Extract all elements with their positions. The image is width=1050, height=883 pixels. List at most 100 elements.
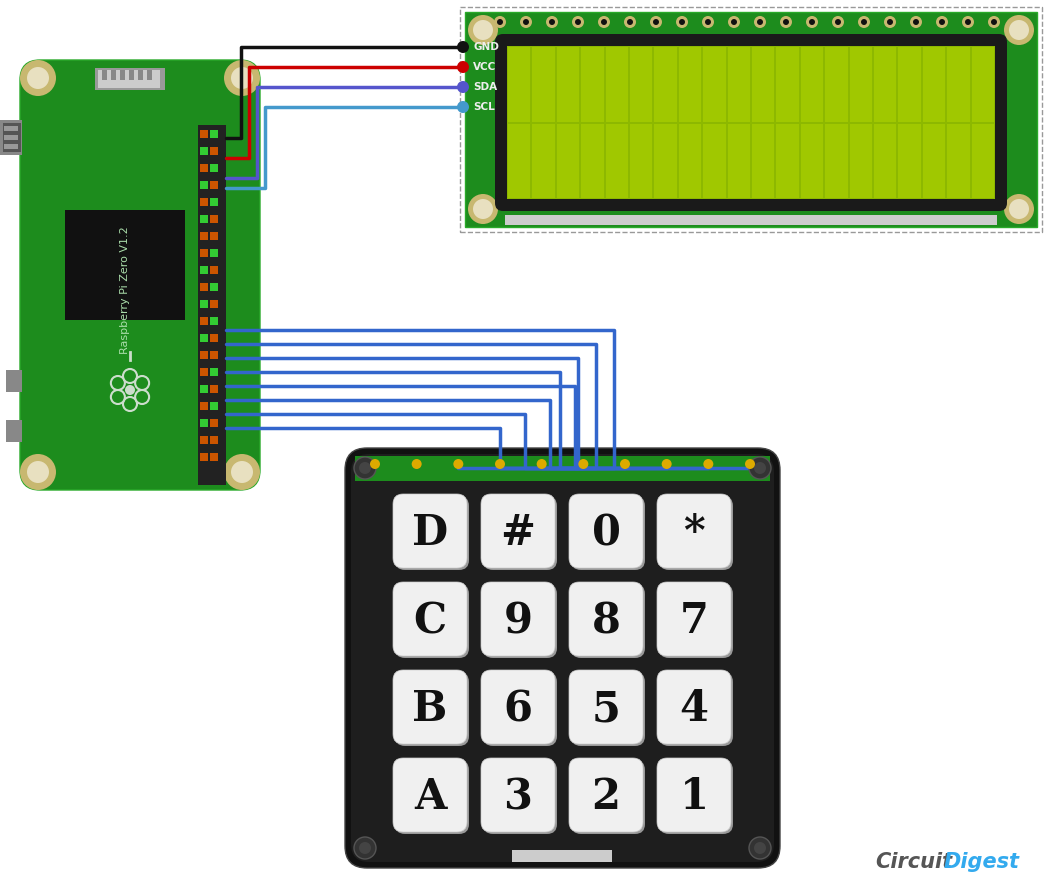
Circle shape — [627, 19, 633, 25]
FancyBboxPatch shape — [571, 760, 645, 834]
FancyBboxPatch shape — [657, 758, 731, 832]
Text: 8: 8 — [591, 600, 621, 642]
Circle shape — [579, 459, 588, 469]
Bar — [200, 385, 208, 393]
Bar — [200, 181, 208, 189]
Text: 9: 9 — [504, 600, 532, 642]
Bar — [200, 283, 208, 291]
Circle shape — [835, 19, 841, 25]
Circle shape — [598, 16, 610, 28]
Circle shape — [780, 16, 792, 28]
Bar — [200, 300, 208, 308]
Bar — [630, 124, 652, 198]
Bar — [210, 436, 218, 444]
Bar — [200, 198, 208, 206]
Bar — [129, 70, 134, 80]
FancyBboxPatch shape — [395, 672, 469, 746]
Bar — [899, 124, 921, 198]
FancyBboxPatch shape — [659, 760, 733, 834]
Bar — [200, 402, 208, 410]
FancyBboxPatch shape — [659, 584, 733, 658]
Bar — [210, 164, 218, 172]
Text: #: # — [501, 512, 536, 554]
Bar — [200, 436, 208, 444]
Bar — [704, 47, 726, 122]
Circle shape — [601, 19, 607, 25]
Circle shape — [754, 462, 766, 474]
FancyBboxPatch shape — [657, 582, 731, 656]
Bar — [556, 47, 580, 122]
FancyBboxPatch shape — [481, 670, 555, 744]
Text: 7: 7 — [679, 600, 709, 642]
Circle shape — [457, 101, 469, 113]
Bar — [4, 144, 18, 149]
Bar — [200, 317, 208, 325]
Circle shape — [936, 16, 948, 28]
Bar — [801, 124, 823, 198]
FancyBboxPatch shape — [393, 582, 467, 656]
Circle shape — [231, 461, 253, 483]
FancyBboxPatch shape — [483, 760, 556, 834]
Circle shape — [705, 19, 711, 25]
Bar — [923, 47, 945, 122]
Bar — [200, 266, 208, 274]
Circle shape — [962, 16, 974, 28]
Circle shape — [572, 16, 584, 28]
Text: C: C — [414, 600, 446, 642]
Circle shape — [457, 61, 469, 73]
FancyBboxPatch shape — [481, 758, 555, 832]
Bar — [94, 68, 165, 90]
Circle shape — [1009, 199, 1029, 219]
Circle shape — [988, 16, 1000, 28]
Circle shape — [939, 19, 945, 25]
FancyBboxPatch shape — [569, 494, 643, 568]
Bar — [4, 126, 18, 131]
Circle shape — [494, 16, 506, 28]
Bar — [947, 47, 969, 122]
Circle shape — [354, 837, 376, 859]
Bar — [630, 47, 652, 122]
FancyBboxPatch shape — [481, 582, 555, 656]
Bar — [6, 370, 22, 392]
Circle shape — [359, 842, 371, 854]
Bar — [210, 181, 218, 189]
Bar — [825, 47, 847, 122]
Circle shape — [858, 16, 870, 28]
Bar — [776, 47, 799, 122]
FancyBboxPatch shape — [659, 496, 733, 570]
Bar — [210, 402, 218, 410]
Text: 3: 3 — [504, 776, 532, 818]
Circle shape — [728, 16, 740, 28]
Bar — [728, 124, 750, 198]
Bar — [678, 47, 701, 122]
Bar — [556, 124, 580, 198]
Text: GND: GND — [472, 42, 499, 52]
Text: SCL: SCL — [472, 102, 495, 112]
Text: 1: 1 — [679, 776, 709, 818]
Bar — [532, 124, 554, 198]
FancyBboxPatch shape — [20, 60, 260, 490]
Circle shape — [757, 19, 763, 25]
Text: SDA: SDA — [472, 82, 497, 92]
Bar — [200, 368, 208, 376]
Text: *: * — [684, 512, 705, 554]
Text: A: A — [414, 776, 446, 818]
Bar — [4, 135, 18, 140]
FancyBboxPatch shape — [393, 670, 467, 744]
Circle shape — [20, 454, 56, 490]
Bar — [210, 130, 218, 138]
FancyBboxPatch shape — [395, 496, 469, 570]
FancyBboxPatch shape — [393, 758, 467, 832]
FancyBboxPatch shape — [345, 448, 780, 868]
Bar — [98, 70, 160, 88]
Circle shape — [676, 16, 688, 28]
Bar — [752, 124, 775, 198]
Bar — [508, 47, 530, 122]
Circle shape — [123, 369, 136, 383]
Bar — [200, 419, 208, 427]
Bar — [776, 124, 799, 198]
FancyBboxPatch shape — [657, 670, 731, 744]
Bar — [6, 420, 22, 442]
Circle shape — [111, 376, 125, 390]
Circle shape — [832, 16, 844, 28]
